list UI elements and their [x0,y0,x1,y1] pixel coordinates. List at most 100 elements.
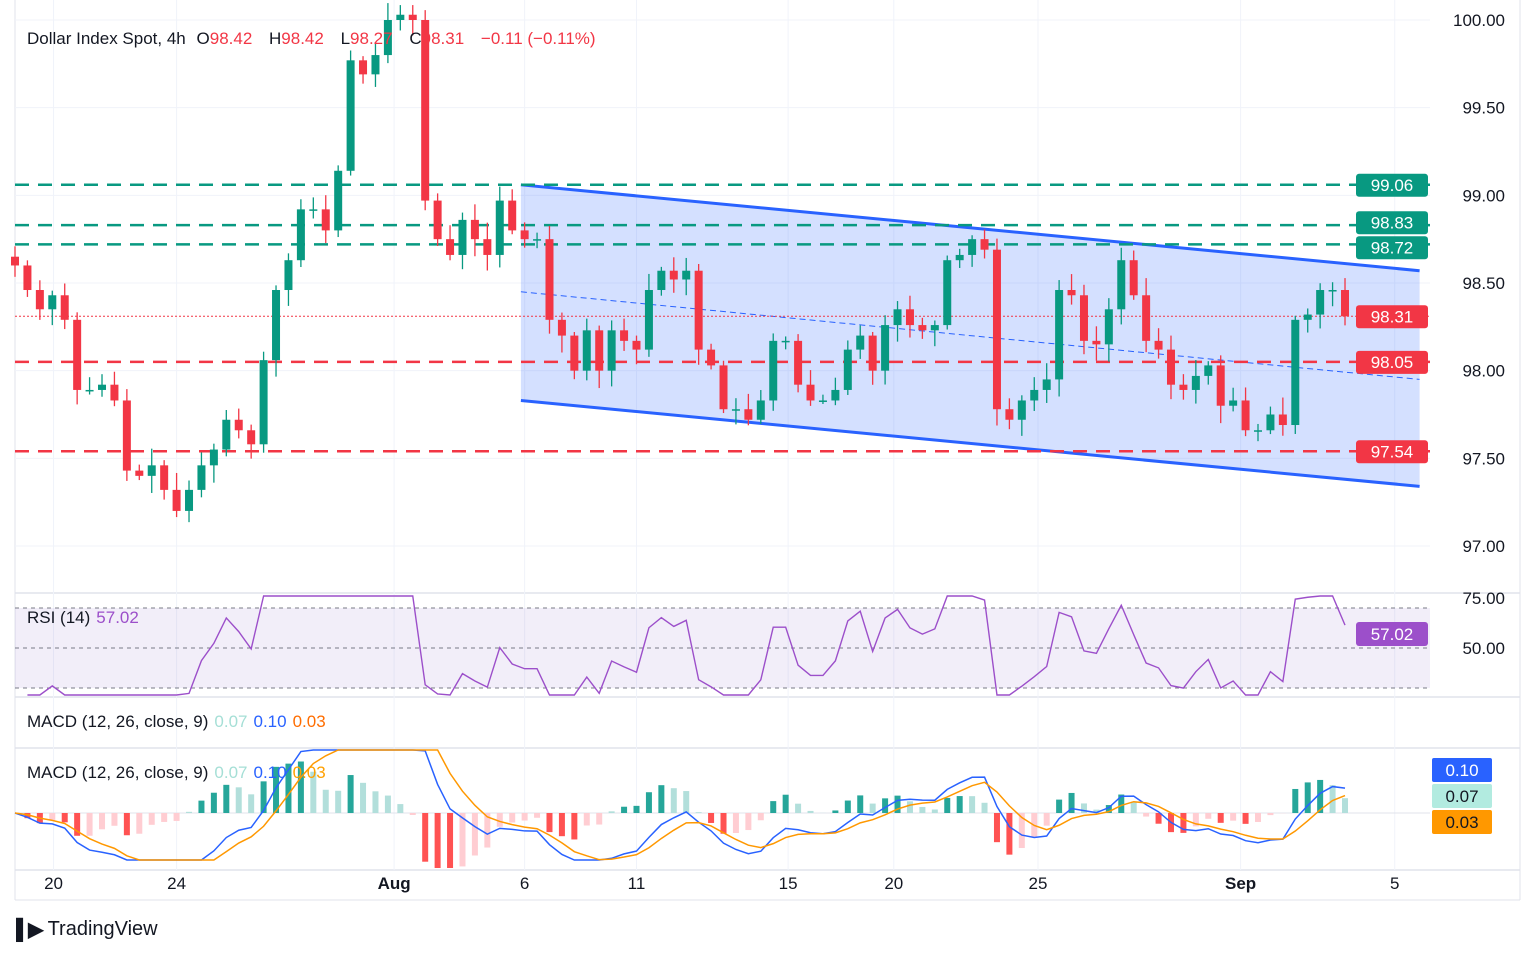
rsi-tick-label: 75.00 [1462,589,1505,608]
macd-histogram-bar [695,812,702,813]
candle-body [545,239,554,320]
macd-histogram-bar [969,796,976,813]
x-tick-label: 15 [779,874,798,893]
candle-body [309,209,318,211]
candle-body [582,330,591,371]
candle-body [60,295,69,320]
macd-histogram-bar [235,787,242,813]
macd-histogram-bar [1317,779,1324,813]
level-price-label-bg [1356,173,1428,197]
candle-body [557,319,566,336]
candle-body [396,14,405,20]
y-tick-label: 98.50 [1462,274,1505,293]
level-price-label-bg [1356,440,1428,464]
macd-histogram-bar [248,794,255,813]
rsi-legend: RSI (14) 57.02 [27,608,145,628]
macd-histogram-bar [782,794,789,813]
macd-histogram-bar [186,811,193,813]
open-label: O [196,29,210,48]
candle-body [1129,260,1138,296]
x-tick-label: Sep [1225,874,1256,893]
macd-name: MACD (12, 26, close, 9) [27,763,209,782]
rsi-line [27,595,1346,696]
macd-histogram-bar [882,798,889,813]
macd-histogram-bar [534,813,541,818]
candle-body [1142,295,1151,341]
macd-histogram-bar [111,813,118,826]
x-tick-label: 11 [628,874,646,893]
level-price-label-bg [1356,211,1428,235]
macd-line [14,749,1346,861]
last-price-label-bg [1356,305,1428,329]
macd-histogram-bar [173,813,180,821]
candle-body [1030,389,1039,401]
candle-body [470,219,479,240]
candle-body [48,295,57,310]
macd-histogram-bar [322,789,329,813]
candle-body [1254,430,1262,432]
macd-histogram-bar [434,813,441,868]
macd-histogram-bar [99,813,106,830]
macd-histogram-bar [136,813,143,834]
tradingview-logo-icon: ▌▶ [16,919,44,941]
macd-histogram-bar [546,813,553,833]
y-tick-label: 100.00 [1453,11,1505,30]
macd-histogram-bar [658,785,665,813]
macd-histogram-bar [832,810,839,813]
macd-histogram-bar [795,803,802,813]
candle-body [222,419,231,450]
rsi-value: 57.02 [96,608,139,627]
macd-last-label: 0.03 [1445,813,1478,832]
macd-histogram-bar [1205,813,1212,819]
y-tick-label: 97.50 [1462,449,1505,468]
candle-body [831,389,840,401]
x-tick-label: 5 [1390,874,1399,893]
channel-lower-line [520,398,1420,488]
candle-body [1117,260,1126,310]
candle-body [346,60,355,171]
macd-histogram-bar [61,813,68,823]
candle-body [98,384,107,390]
candle-body [533,239,542,241]
level-price-label: 98.05 [1371,353,1414,372]
candle-body [1303,314,1312,320]
macd-hist-value: 0.07 [214,712,248,731]
candle-body [85,389,94,392]
candle-body [943,260,952,326]
candle-body [421,20,430,201]
candle-body [595,330,604,371]
close-value: 98.31 [421,29,465,48]
macd-histogram-bar [732,813,739,833]
candle-body [794,340,803,385]
candle-body [607,330,616,371]
x-tick-label: 6 [520,874,529,893]
macd-histogram-bar [384,795,391,813]
macd-last-label-bg [1432,758,1492,782]
macd-histogram-bar [1043,813,1050,826]
macd-histogram-bar [223,784,230,813]
candle-body [893,309,902,326]
candle-body [483,239,492,255]
candle-body [856,335,865,350]
macd-histogram-bar [621,806,628,813]
macd-histogram-bar [335,790,342,813]
last-price-label: 98.31 [1371,307,1414,326]
candle-body [918,325,927,331]
macd-histogram-bar [161,813,168,822]
candle-body [756,400,765,420]
level-price-label: 98.72 [1371,238,1414,257]
macd-histogram-bar [49,813,56,820]
macd-histogram-bar [123,813,130,836]
macd-histogram-bar [720,813,727,834]
candle-body [930,325,939,331]
candle-body [433,200,442,240]
candle-body [371,55,380,75]
candle-body [1104,309,1113,345]
candle-body [1328,290,1337,292]
macd-histogram-bar [521,813,528,821]
tradingview-logo[interactable]: ▌▶ TradingView [16,917,158,942]
candle-body [1067,290,1076,296]
candle-body [247,430,256,445]
candle-body [707,349,716,366]
